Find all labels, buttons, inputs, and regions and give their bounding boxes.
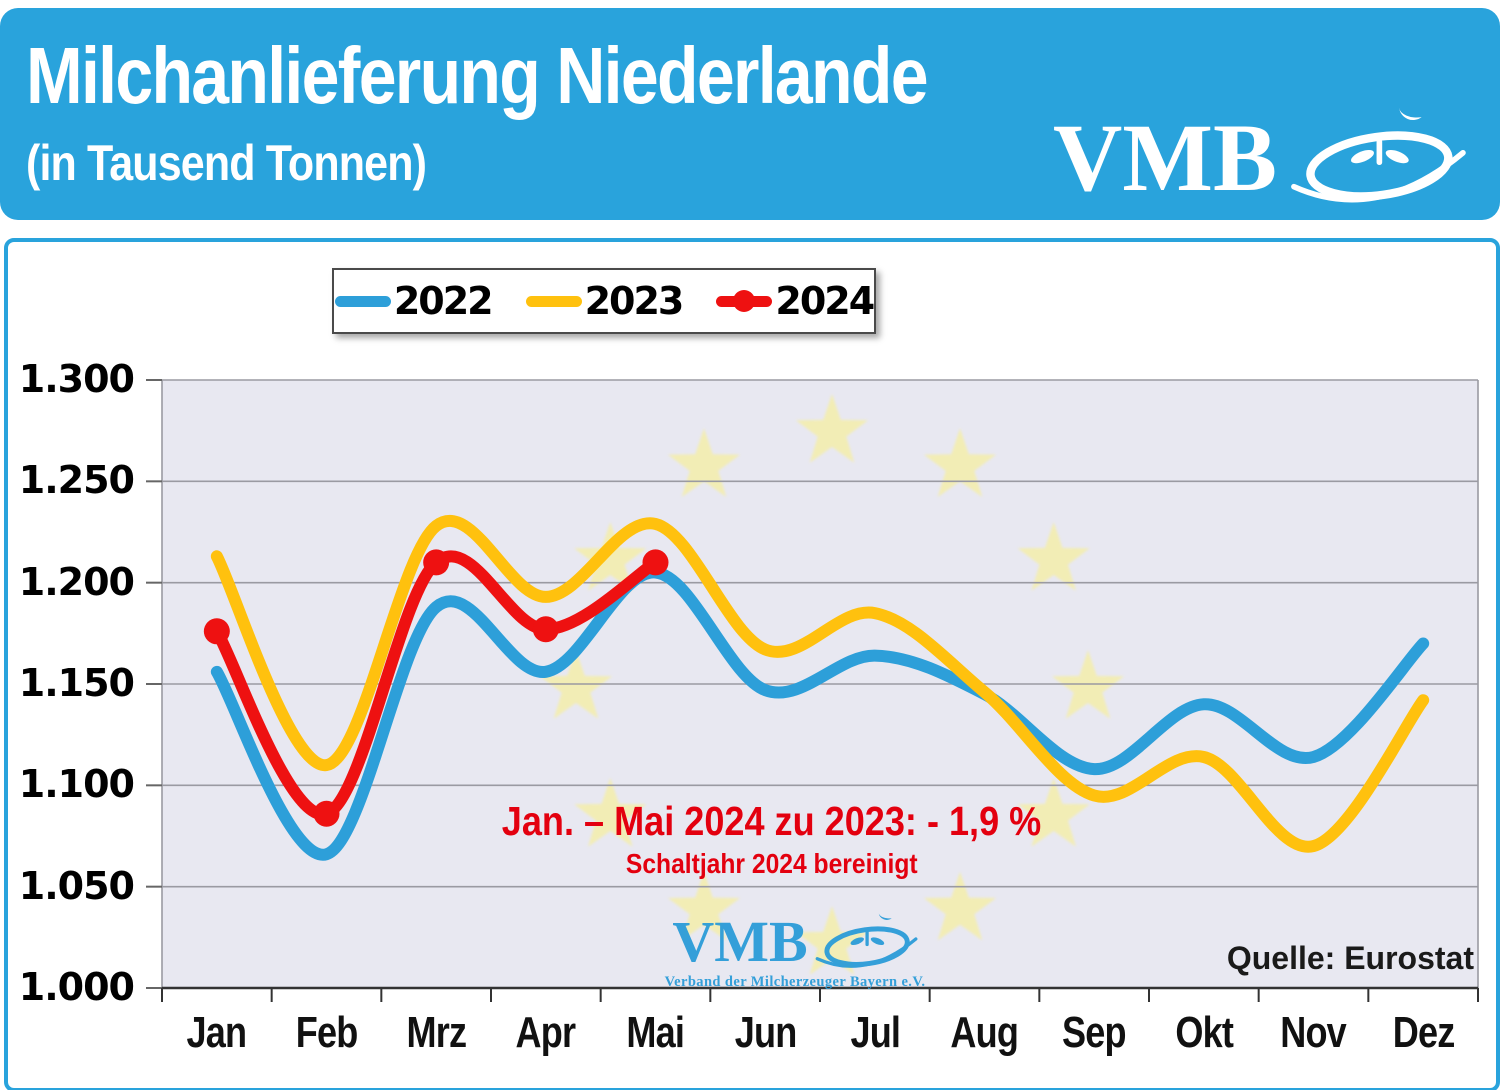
vmb-watermark-caption: Verband der Milcherzeuger Bayern e.V. <box>664 974 926 990</box>
vmb-swirl-icon <box>1285 104 1470 212</box>
x-axis: Jan Feb Mrz Apr Mai Jun Jul Aug Sep Okt … <box>162 1008 1478 1058</box>
y-tick-label: 1.100 <box>18 762 135 807</box>
source-label: Quelle: Eurostat <box>1226 940 1474 976</box>
page-title: Milchanlieferung Niederlande <box>26 31 929 120</box>
annotation-note: Schaltjahr 2024 bereinigt <box>626 848 918 879</box>
vmb-logo: VMB <box>1053 104 1470 212</box>
legend-swatch-2022-icon <box>334 295 391 307</box>
x-tick-label: Mai <box>626 1008 686 1057</box>
page-subtitle: (in Tausend Tonnen) <box>26 135 427 191</box>
legend-swatch-2024-icon <box>716 290 773 312</box>
annotation-headline: Jan. – Mai 2024 zu 2023: - 1,9 % <box>502 798 1042 844</box>
legend-item-2023: 2023 <box>525 279 685 323</box>
vmb-logo-text: VMB <box>1053 104 1277 211</box>
x-tick-label: Jul <box>850 1008 900 1057</box>
x-tick-label: Okt <box>1175 1008 1234 1057</box>
x-tick-label: Jun <box>734 1008 797 1057</box>
y-tick-label: 1.000 <box>18 965 135 1010</box>
y-tick-label: 1.300 <box>18 357 135 402</box>
legend-label-2022: 2022 <box>393 279 494 323</box>
y-axis: 1.300 1.250 1.200 1.150 1.100 1.050 1.00… <box>0 357 140 1009</box>
x-tick-label: Dez <box>1392 1008 1455 1057</box>
y-tick-label: 1.150 <box>18 661 135 706</box>
y-tick-label: 1.250 <box>18 458 135 503</box>
x-tick-label: Apr <box>516 1008 576 1057</box>
x-tick-label: Jan <box>186 1008 248 1057</box>
x-tick-label: Aug <box>950 1008 1019 1057</box>
comparison-annotation: Jan. – Mai 2024 zu 2023: - 1,9 % Schaltj… <box>114 798 1430 880</box>
legend-swatch-2023-icon <box>525 295 582 307</box>
chart-legend: 2022 2023 2024 <box>332 268 876 334</box>
legend-item-2024: 2024 <box>716 279 875 323</box>
legend-label-2024: 2024 <box>775 279 875 323</box>
x-tick-label: Mrz <box>406 1008 467 1057</box>
legend-label-2023: 2023 <box>584 279 685 323</box>
header-banner: Milchanlieferung Niederlande (in Tausend… <box>0 8 1500 220</box>
vmb-watermark-text: VMB <box>672 909 808 974</box>
x-tick-label: Nov <box>1280 1008 1348 1057</box>
x-tick-label: Feb <box>295 1008 359 1057</box>
y-tick-label: 1.200 <box>18 559 135 604</box>
x-tick-label: Sep <box>1062 1008 1127 1057</box>
y-tick-label: 1.050 <box>18 863 135 908</box>
vmb-watermark: VMB Verband der Milcherzeuger Bayern e.V… <box>650 910 940 991</box>
vmb-watermark-swirl-icon <box>814 910 918 974</box>
legend-item-2022: 2022 <box>334 279 494 323</box>
